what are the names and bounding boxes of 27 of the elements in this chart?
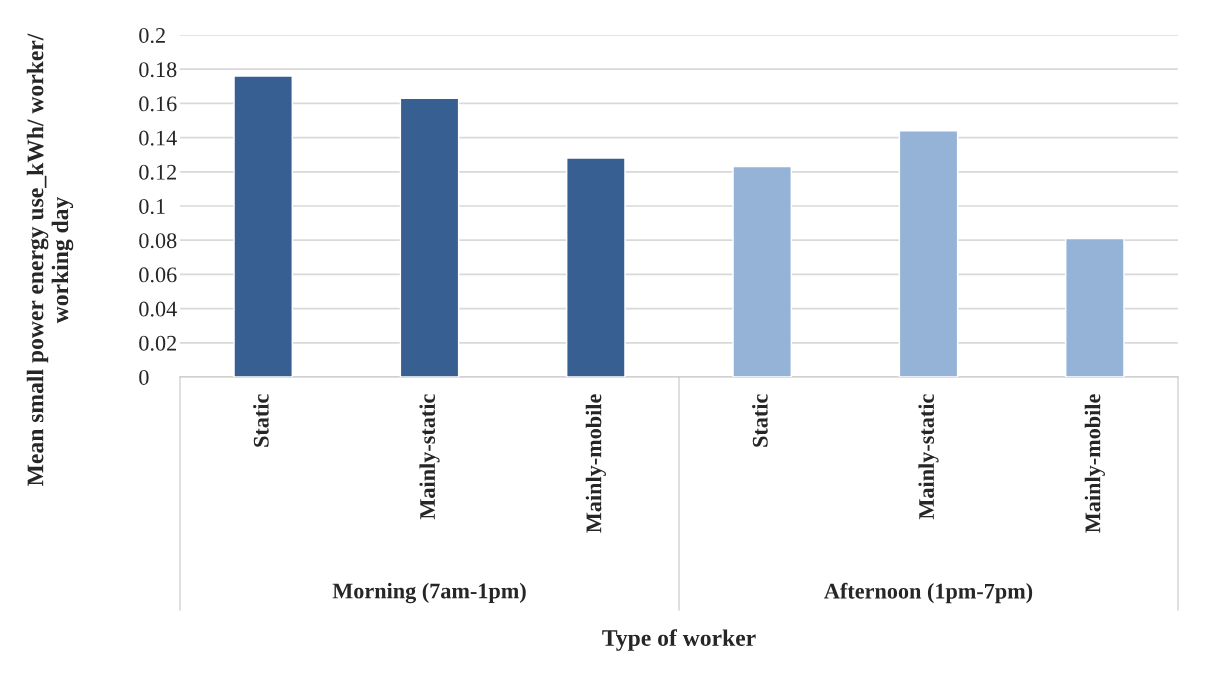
x-tick-label: Mainly-static	[419, 394, 440, 520]
x-tick-label: Mainly-mobile	[1084, 394, 1105, 533]
text: Morning (7am-1pm)	[332, 582, 526, 604]
bar	[399, 97, 460, 377]
text: Afternoon (1pm-7pm)	[824, 582, 1033, 604]
y-tick-label: 0.12	[139, 164, 176, 180]
y-axis-title: Mean small power energy use_kWh/ worker/ working day	[26, 33, 74, 486]
y-tick-label: 0.16	[139, 96, 177, 112]
y-tick-label: 0.02	[139, 335, 176, 351]
bar	[732, 165, 792, 377]
bar	[566, 157, 626, 377]
y-tick-label: 0.2	[139, 27, 165, 44]
y-tick-label: 0.08	[139, 233, 177, 249]
y-tick-label: 0.1	[139, 198, 165, 215]
bar	[898, 130, 959, 377]
bar	[1065, 237, 1125, 377]
y-tick-label: 0	[139, 369, 149, 385]
x-tick-label: Mainly-mobile	[585, 394, 606, 533]
y-tick-label: 0.04	[139, 301, 177, 317]
y-tick-label: 0.06	[139, 267, 177, 283]
x-tick-label: Static	[253, 394, 269, 447]
y-tick-label: 0.14	[139, 130, 177, 146]
bar	[233, 75, 293, 377]
x-tick-label: Mainly-static	[918, 394, 939, 520]
x-tick-label: Static	[752, 394, 768, 447]
y-tick-label: 0.18	[139, 62, 177, 78]
x-axis-title: Type of worker	[602, 629, 756, 651]
